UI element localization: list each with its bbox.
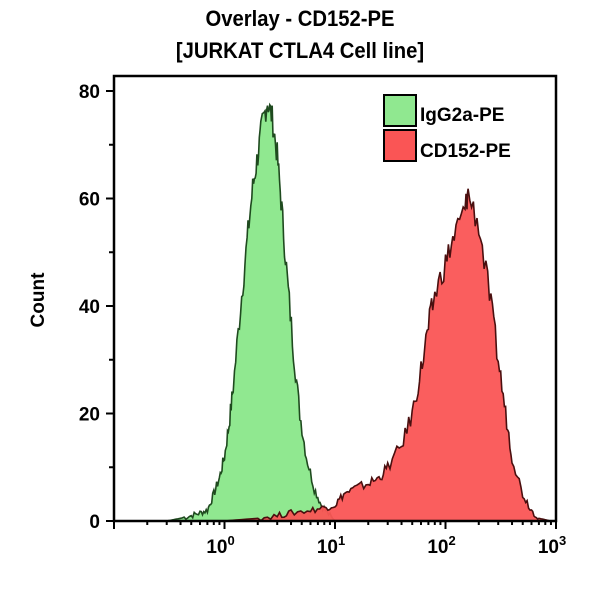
y-tick-label: 20 <box>79 405 100 426</box>
x-tick-label: 103 <box>538 533 566 558</box>
y-tick-label: 80 <box>79 82 100 103</box>
legend-label-cd152: CD152-PE <box>420 141 511 162</box>
histogram-igg2a-pe <box>166 102 337 522</box>
y-tick-label: 60 <box>79 190 100 211</box>
legend-label-igg2a: IgG2a-PE <box>420 105 504 126</box>
chart-title: Overlay - CD152-PE <box>205 6 395 31</box>
x-tick-label: 100 <box>206 533 234 558</box>
legend-swatch-igg2a <box>383 94 417 127</box>
chart-subtitle: [JURKAT CTLA4 Cell line] <box>175 38 425 63</box>
y-tick-label: 0 <box>89 512 100 533</box>
x-tick-label: 102 <box>427 533 455 558</box>
x-tick-label: 101 <box>317 533 345 558</box>
y-tick-label: 40 <box>79 297 100 318</box>
histogram-cd152-pe <box>224 188 552 522</box>
legend: IgG2a-PE CD152-PE <box>383 94 511 162</box>
legend-swatch-cd152 <box>383 129 417 162</box>
y-axis-label: Count <box>28 272 49 328</box>
